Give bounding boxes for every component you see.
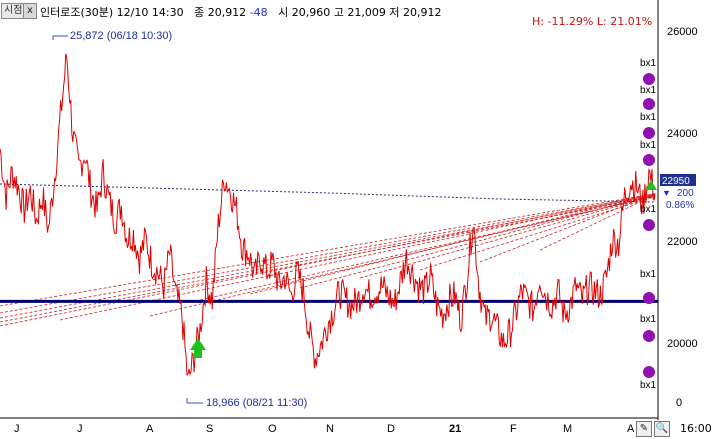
time-label: 16:00 xyxy=(680,422,712,435)
buy-arrow-icon-recent xyxy=(645,180,657,190)
marker-label: bx1 xyxy=(640,140,657,151)
marker-dot xyxy=(643,98,655,110)
high-annotation: 25,872 (06/18 10:30) xyxy=(52,30,172,42)
marker-dot xyxy=(643,154,655,166)
close-price: 종 20,912 xyxy=(194,6,247,19)
x-axis-labels: J J A S O N D 21 F M A xyxy=(14,423,635,435)
low-annotation: 18,966 (08/21 11:30) xyxy=(186,397,307,409)
buy-arrow-stem xyxy=(194,350,202,358)
y-tick-label: 20000 xyxy=(667,338,698,350)
pencil-icon[interactable]: ✎ xyxy=(636,421,652,437)
trend-line xyxy=(0,193,656,327)
current-price-box xyxy=(660,174,696,186)
trend-line xyxy=(199,196,656,301)
trend-line xyxy=(479,193,656,263)
quote-info: 인터로조(30분) 12/10 14:30 종 20,912 -48 시 20,… xyxy=(40,4,441,20)
marker-label: bx1 xyxy=(640,380,657,391)
y-tick-label: 24000 xyxy=(667,128,698,140)
price-series-line xyxy=(0,53,656,376)
x-tick-label: S xyxy=(206,423,213,435)
marker-label: bx1 xyxy=(640,85,657,96)
current-price-value: 22950 xyxy=(662,176,690,187)
high-low-pct: H: -11.29% L: 21.01% xyxy=(532,15,653,28)
signal-markers xyxy=(190,180,657,358)
trend-line xyxy=(359,195,656,279)
low-label: 18,966 (08/21 11:30) xyxy=(206,397,307,409)
trend-line xyxy=(539,194,656,251)
marker-label: bx1 xyxy=(640,58,657,69)
marker-dot xyxy=(643,330,655,342)
diff-value: 200 xyxy=(677,188,694,199)
trend-line xyxy=(0,193,656,307)
marker-label: bx1 xyxy=(640,314,657,325)
close-icon[interactable]: x xyxy=(23,3,37,19)
x-tick-label: A xyxy=(146,423,154,435)
marker-dot xyxy=(643,292,655,304)
plot-area xyxy=(0,20,658,418)
x-tick-label: J xyxy=(77,423,83,435)
y-tick-label: 0 xyxy=(676,397,682,409)
high-label: 25,872 (06/18 10:30) xyxy=(70,30,172,42)
x-tick-label: J xyxy=(14,423,20,435)
average-line xyxy=(0,183,656,203)
x-tick-label: 21 xyxy=(449,423,461,435)
marker-dot xyxy=(643,73,655,85)
x-tick-label: A xyxy=(627,423,635,435)
chart-title: 인터로조(30분) 12/10 14:30 xyxy=(40,6,184,19)
buy-arrow-icon xyxy=(190,338,206,350)
chart-header: 시점 x 인터로조(30분) 12/10 14:30 종 20,912 -48 … xyxy=(0,0,718,28)
x-tick-label: F xyxy=(510,423,517,435)
tab-sijeom[interactable]: 시점 xyxy=(1,3,26,19)
trend-line xyxy=(249,193,656,295)
marker-dot xyxy=(643,366,655,378)
marker-label: bx1 xyxy=(640,269,657,280)
pct-value: 0.86% xyxy=(666,200,694,211)
x-tick-label: N xyxy=(326,423,334,435)
ohl-values: 시 20,960 고 21,009 저 20,912 xyxy=(278,6,442,19)
down-triangle-icon: ▼ xyxy=(662,188,671,198)
trend-line xyxy=(59,194,656,321)
trend-line xyxy=(0,194,656,314)
y-axis-labels: 26000 24000 22000 20000 0 xyxy=(667,26,698,409)
y-tick-label: 26000 xyxy=(667,26,698,38)
price-change: -48 xyxy=(249,6,268,19)
trend-line xyxy=(299,194,656,289)
x-tick-label: O xyxy=(268,423,277,435)
marker-dot xyxy=(643,219,655,231)
marker-label: bx1 xyxy=(640,204,657,215)
marker-dot xyxy=(643,127,655,139)
x-tick-label: M xyxy=(563,423,572,435)
x-tick-label: D xyxy=(387,423,395,435)
marker-label: bx1 xyxy=(640,112,657,123)
right-markers: bx1 bx1 bx1 bx1 bx1 bx1 bx1 bx1 xyxy=(640,58,657,391)
y-tick-label: 22000 xyxy=(667,236,698,248)
magnifier-icon[interactable]: 🔍 xyxy=(654,421,670,437)
